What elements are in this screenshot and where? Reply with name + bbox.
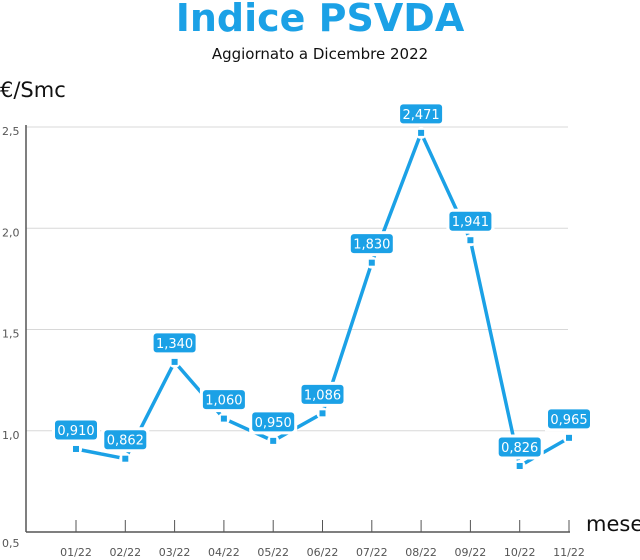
data-point [319, 410, 326, 417]
data-label: 2,471 [402, 108, 439, 123]
data-label-box [400, 104, 443, 124]
data-label-box [350, 234, 393, 254]
data-label: 1,340 [156, 337, 193, 352]
data-point [566, 434, 572, 441]
x-tick-label: 10/22 [504, 546, 536, 559]
data-label-box [301, 384, 344, 404]
data-point [220, 415, 227, 422]
data-label-box [55, 420, 97, 440]
y-tick-label: 2,5 [2, 125, 20, 138]
data-point [270, 437, 277, 444]
x-axis-label: mese [586, 512, 640, 536]
data-label-box [202, 390, 245, 410]
y-tick-label: 1,5 [2, 328, 20, 341]
data-label: 0,862 [107, 434, 144, 449]
x-tick-label: 06/22 [307, 546, 339, 559]
data-label-box [104, 430, 147, 450]
y-axis-label: €/Smc [0, 78, 66, 102]
x-tick-label: 07/22 [356, 546, 388, 559]
x-tick-label: 08/22 [405, 546, 437, 559]
data-label-box [498, 437, 541, 457]
data-label: 0,826 [501, 441, 538, 456]
data-point [73, 445, 79, 452]
data-point [467, 237, 474, 244]
data-label: 1,060 [205, 394, 242, 409]
data-point [368, 259, 375, 266]
y-tick-label: 2,0 [2, 226, 20, 239]
chart-title: Indice PSVDA [175, 0, 465, 40]
data-label: 1,830 [353, 238, 390, 253]
data-point [516, 462, 523, 469]
data-label-box [449, 211, 492, 231]
chart-subtitle: Aggiornato a Dicembre 2022 [211, 45, 429, 63]
data-point [171, 358, 178, 365]
data-label: 1,086 [304, 388, 341, 403]
y-tick-label: 0,5 [2, 537, 20, 550]
data-label-box [252, 412, 295, 432]
x-tick-label: 09/22 [455, 546, 487, 559]
data-label-box [548, 409, 590, 429]
data-label: 0,950 [255, 416, 292, 431]
data-label-box [153, 333, 196, 353]
data-label: 1,941 [452, 215, 489, 230]
x-tick-label: 01/22 [60, 546, 92, 559]
data-point [418, 129, 425, 136]
data-point [122, 455, 129, 462]
y-tick-label: 1,0 [2, 429, 20, 442]
x-tick-label: 03/22 [159, 546, 191, 559]
x-tick-label: 05/22 [257, 546, 289, 559]
x-tick-label: 04/22 [208, 546, 240, 559]
x-tick-label: 02/22 [109, 546, 141, 559]
data-label: 0,965 [550, 413, 587, 428]
data-label: 0,910 [57, 424, 94, 439]
x-tick-label: 11/22 [553, 546, 585, 559]
